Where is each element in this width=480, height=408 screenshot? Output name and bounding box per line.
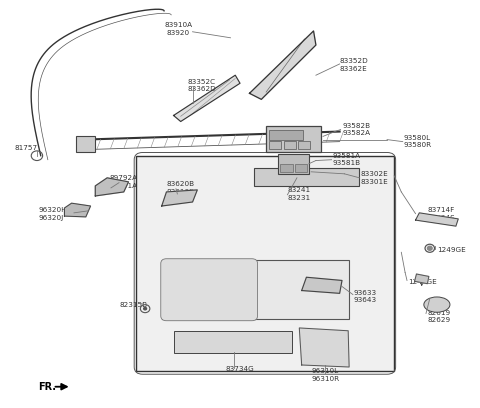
Text: 93633
93643: 93633 93643: [354, 290, 377, 303]
Polygon shape: [416, 213, 458, 226]
Bar: [136, 156, 394, 371]
Bar: [254, 168, 359, 186]
Text: 96320H
96320J: 96320H 96320J: [38, 207, 67, 221]
Text: 83620B
83610B: 83620B 83610B: [167, 181, 195, 195]
Text: 1249GE: 1249GE: [437, 247, 466, 253]
Polygon shape: [174, 75, 240, 122]
Text: 93580L
93580R: 93580L 93580R: [404, 135, 432, 149]
Bar: [162, 260, 349, 319]
Text: 83302E
83301E: 83302E 83301E: [361, 171, 389, 184]
Bar: [298, 141, 310, 149]
Polygon shape: [301, 277, 342, 293]
Text: 83352C
83362D: 83352C 83362D: [188, 78, 216, 92]
Text: 83714F
83724S: 83714F 83724S: [427, 207, 455, 221]
Bar: [174, 331, 292, 353]
Text: 83241
83231: 83241 83231: [288, 187, 311, 201]
Text: 83352D
83362E: 83352D 83362E: [340, 58, 368, 72]
Polygon shape: [96, 178, 129, 196]
Text: 1249GE: 1249GE: [408, 279, 437, 286]
Text: 82315B: 82315B: [119, 302, 147, 308]
Text: 96310L
96310R: 96310L 96310R: [312, 368, 339, 382]
Bar: [278, 155, 309, 174]
Polygon shape: [250, 31, 316, 100]
Text: 81757: 81757: [14, 145, 38, 151]
Text: 83910A
83920: 83910A 83920: [164, 22, 192, 35]
Bar: [295, 164, 307, 172]
Bar: [269, 130, 302, 140]
Text: 89792A
89791A: 89792A 89791A: [110, 175, 138, 188]
Bar: [284, 141, 296, 149]
FancyBboxPatch shape: [161, 259, 258, 321]
Text: FR.: FR.: [38, 382, 56, 392]
Bar: [266, 126, 321, 152]
Text: 83734G: 83734G: [226, 366, 254, 372]
Text: 93582B
93582A: 93582B 93582A: [342, 123, 370, 136]
Polygon shape: [162, 190, 197, 206]
Bar: [76, 136, 96, 153]
Bar: [280, 164, 293, 172]
Circle shape: [144, 308, 146, 310]
Bar: [269, 141, 281, 149]
Text: 93581A
93581B: 93581A 93581B: [333, 153, 360, 166]
Circle shape: [427, 246, 432, 250]
Ellipse shape: [424, 297, 450, 312]
Polygon shape: [64, 203, 91, 217]
Text: 82619
82629: 82619 82629: [427, 310, 451, 324]
Polygon shape: [415, 274, 429, 284]
Polygon shape: [300, 328, 349, 367]
